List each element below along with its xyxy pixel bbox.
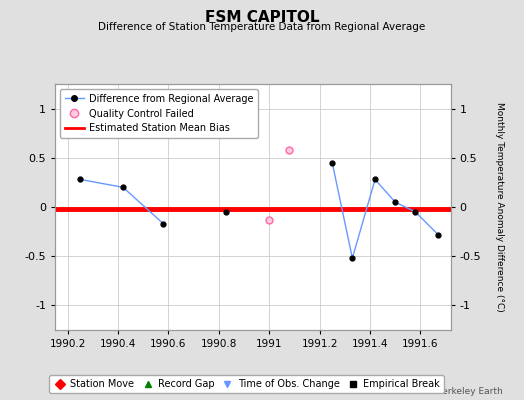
Legend: Difference from Regional Average, Quality Control Failed, Estimated Station Mean: Difference from Regional Average, Qualit… [60, 89, 258, 138]
Y-axis label: Monthly Temperature Anomaly Difference (°C): Monthly Temperature Anomaly Difference (… [495, 102, 504, 312]
Point [285, 147, 293, 153]
Text: Difference of Station Temperature Data from Regional Average: Difference of Station Temperature Data f… [99, 22, 425, 32]
Legend: Station Move, Record Gap, Time of Obs. Change, Empirical Break: Station Move, Record Gap, Time of Obs. C… [49, 375, 443, 393]
Text: Berkeley Earth: Berkeley Earth [436, 387, 503, 396]
Point [265, 216, 274, 223]
Text: FSM CAPITOL: FSM CAPITOL [205, 10, 319, 25]
